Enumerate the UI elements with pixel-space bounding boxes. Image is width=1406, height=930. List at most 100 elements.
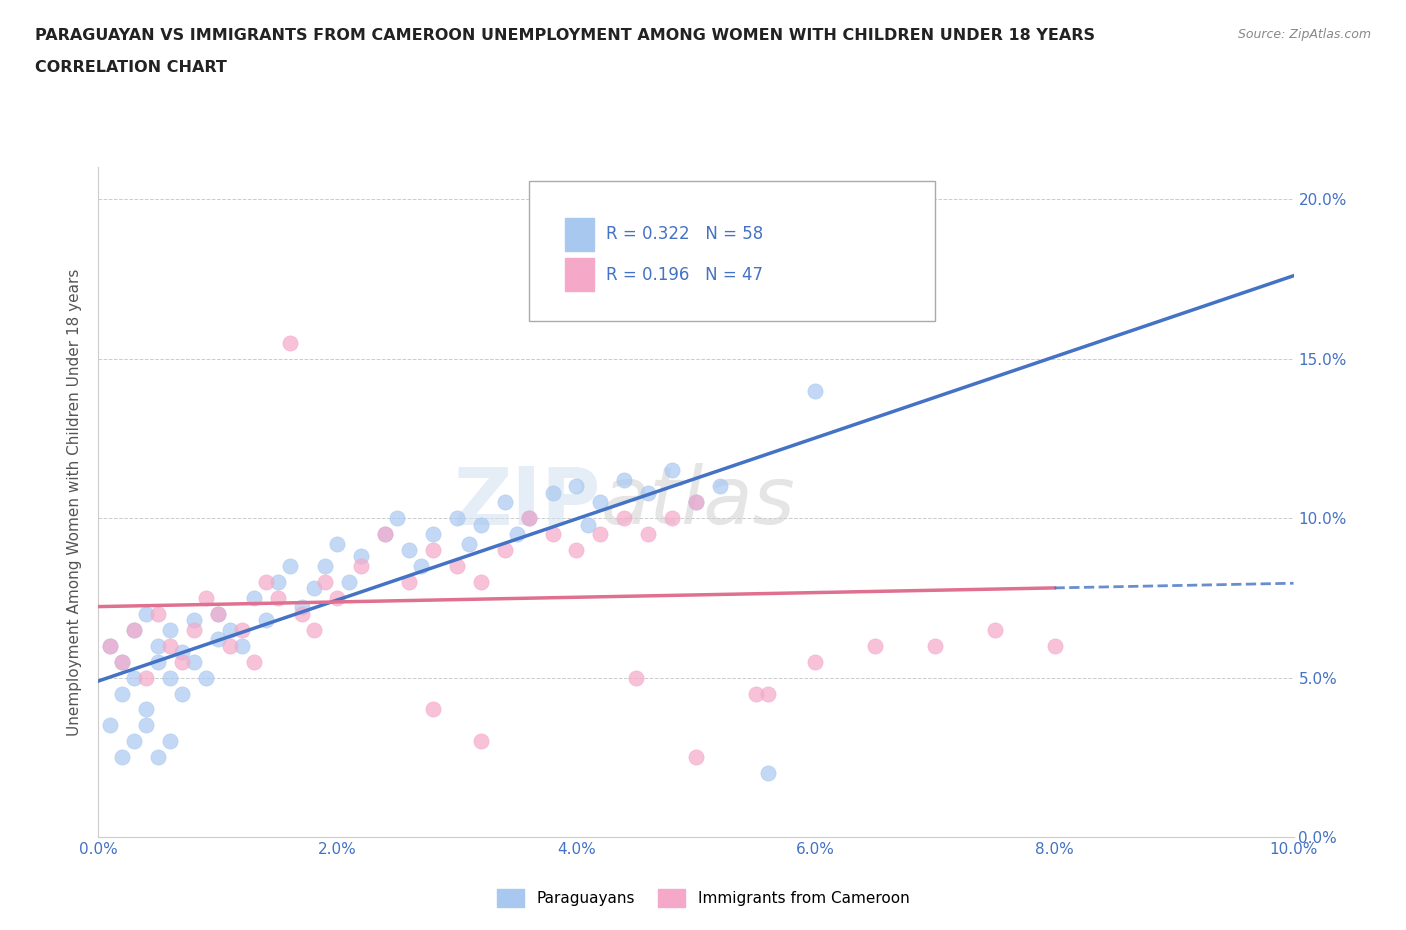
Point (350, 549, 373, 564)
Point (470, 575, 492, 590)
Point (565, 479, 588, 494)
Point (578, 517, 600, 532)
Text: CORRELATION CHART: CORRELATION CHART (35, 60, 226, 75)
Point (470, 734, 492, 749)
Point (231, 638, 253, 653)
Point (302, 622, 325, 637)
Point (315, 575, 337, 590)
Point (195, 671, 218, 685)
Point (100, 638, 122, 653)
Point (398, 575, 420, 590)
Point (506, 526, 529, 541)
Point (243, 654, 266, 669)
Point (124, 622, 146, 637)
Point (254, 613, 277, 628)
Point (135, 718, 157, 733)
Point (172, 654, 194, 669)
Point (756, 686, 779, 701)
Point (517, 511, 540, 525)
Point (374, 526, 396, 541)
Point (398, 542, 420, 557)
Point (231, 622, 253, 637)
Point (111, 654, 134, 669)
Point (350, 559, 373, 574)
Text: ZIP: ZIP (453, 463, 600, 541)
Point (374, 526, 396, 541)
Point (589, 526, 612, 541)
Point (135, 671, 157, 685)
Point (124, 734, 146, 749)
Point (924, 638, 946, 653)
Point (756, 765, 779, 780)
Point (135, 606, 157, 621)
Point (111, 654, 134, 669)
Legend: Paraguayans, Immigrants from Cameroon: Paraguayans, Immigrants from Cameroon (491, 884, 915, 913)
Point (124, 671, 146, 685)
Point (267, 591, 290, 605)
Point (422, 526, 444, 541)
Point (1043, 638, 1066, 653)
Point (207, 631, 229, 646)
Point (278, 559, 301, 574)
Point (565, 542, 588, 557)
Point (865, 638, 887, 653)
Point (626, 671, 648, 685)
Point (709, 479, 731, 494)
Bar (565, 258, 595, 291)
Point (135, 702, 157, 717)
Point (326, 591, 349, 605)
Point (148, 638, 170, 653)
Text: Source: ZipAtlas.com: Source: ZipAtlas.com (1237, 28, 1371, 41)
Point (291, 606, 314, 621)
Point (159, 671, 181, 685)
Point (302, 581, 325, 596)
Point (804, 383, 827, 398)
Point (661, 463, 683, 478)
Point (172, 686, 194, 701)
Point (183, 622, 205, 637)
Point (613, 472, 636, 487)
Point (243, 591, 266, 605)
Point (219, 622, 242, 637)
Point (685, 495, 707, 510)
Point (446, 559, 468, 574)
Point (661, 511, 683, 525)
Point (494, 542, 516, 557)
Point (339, 575, 360, 590)
Point (446, 511, 468, 525)
Point (411, 559, 433, 574)
Point (207, 606, 229, 621)
Point (183, 613, 205, 628)
Point (111, 686, 134, 701)
Point (148, 654, 170, 669)
Point (124, 622, 146, 637)
Point (183, 654, 205, 669)
Point (517, 511, 540, 525)
Point (326, 537, 349, 551)
Point (291, 600, 314, 615)
Point (685, 495, 707, 510)
Text: R = 0.196   N = 47: R = 0.196 N = 47 (606, 266, 763, 284)
Point (159, 622, 181, 637)
Text: atlas: atlas (600, 463, 796, 541)
Point (613, 511, 636, 525)
Text: PARAGUAYAN VS IMMIGRANTS FROM CAMEROON UNEMPLOYMENT AMONG WOMEN WITH CHILDREN UN: PARAGUAYAN VS IMMIGRANTS FROM CAMEROON U… (35, 28, 1095, 43)
Point (100, 638, 122, 653)
Point (541, 485, 564, 500)
Point (470, 517, 492, 532)
Point (458, 537, 481, 551)
Point (148, 606, 170, 621)
Point (494, 495, 516, 510)
Point (709, 272, 731, 286)
Point (172, 644, 194, 659)
Point (422, 702, 444, 717)
Point (195, 591, 218, 605)
Point (385, 511, 409, 525)
Point (100, 718, 122, 733)
Point (159, 734, 181, 749)
Point (207, 606, 229, 621)
Point (111, 750, 134, 764)
Text: R = 0.322   N = 58: R = 0.322 N = 58 (606, 225, 763, 244)
Point (589, 495, 612, 510)
Point (267, 575, 290, 590)
